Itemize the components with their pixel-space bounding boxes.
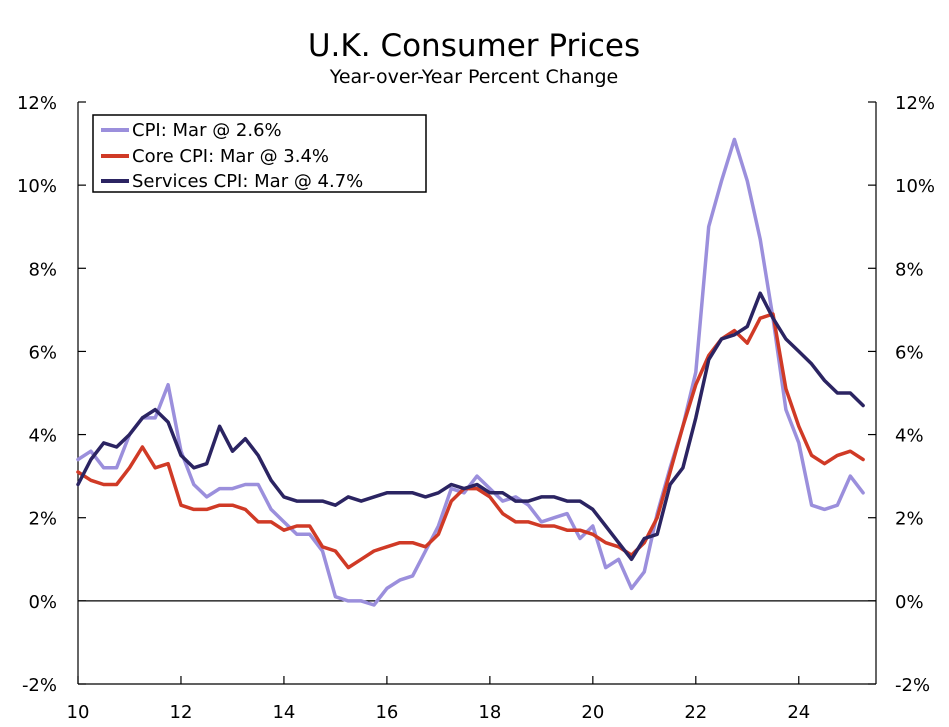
legend-box [92,114,427,193]
series-layer [76,137,865,607]
y-tick-label-left: 8% [28,259,57,280]
y-tick-label-left: 6% [28,342,57,363]
legend-label-services-cpi: Services CPI: Mar @ 4.7% [132,171,363,192]
x-tick-label: 22 [684,702,707,723]
legend: CPI: Mar @ 2.6% Core CPI: Mar @ 3.4% Ser… [92,114,427,193]
y-tick-label-right: 2% [895,509,924,530]
chart-subtitle: Year-over-Year Percent Change [329,66,619,88]
axes: -2% -2% 0% 0% 2% 2% 4% 4% 6% 6% 8% 8% 10% 10% 12% 12% 10… [17,93,935,723]
y-tick-label-right: 12% [895,93,935,114]
x-tick-label: 18 [478,702,501,723]
y-tick-label-right: 6% [895,342,924,363]
legend-label-core-cpi: Core CPI: Mar @ 3.4% [132,146,329,167]
series-line-services-cpi [76,291,865,562]
series-line-cpi [76,137,865,607]
y-tick-label-right: -2% [895,675,930,696]
series-line-core-cpi [76,312,865,570]
x-tick-label: 10 [67,702,90,723]
y-tick-label-right: 10% [895,176,935,197]
chart-title: U.K. Consumer Prices [308,28,640,64]
y-tick-label-left: 10% [17,176,57,197]
y-tick-label-left: 0% [28,592,57,613]
y-tick-label-left: -2% [22,675,57,696]
y-tick-label-right: 4% [895,426,924,447]
x-tick-label: 16 [375,702,398,723]
x-tick-label: 24 [787,702,810,723]
legend-label-cpi: CPI: Mar @ 2.6% [132,120,282,141]
x-tick-label: 14 [272,702,295,723]
y-tick-label-left: 12% [17,93,57,114]
x-tick-label: 12 [170,702,193,723]
y-tick-label-right: 8% [895,259,924,280]
x-tick-label: 20 [581,702,604,723]
y-tick-label-left: 4% [28,426,57,447]
y-tick-label-right: 0% [895,592,924,613]
y-tick-label-left: 2% [28,509,57,530]
